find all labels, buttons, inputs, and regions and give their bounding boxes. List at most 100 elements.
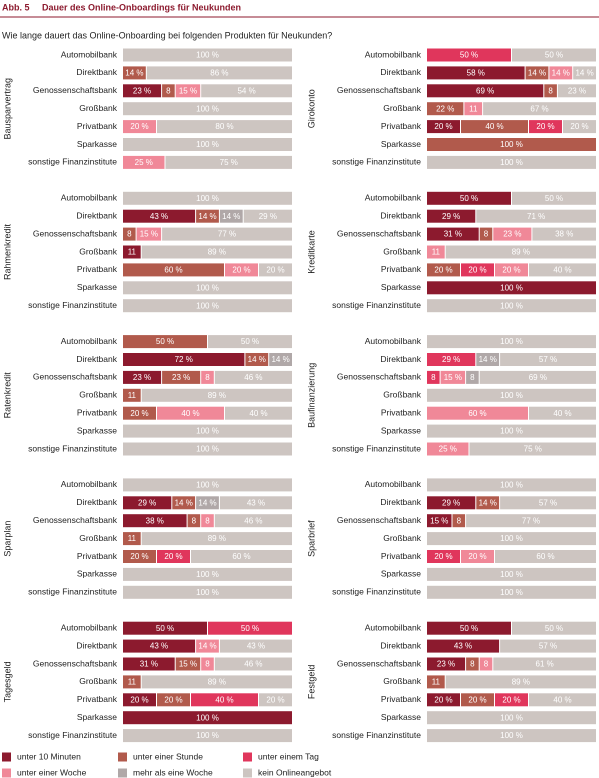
category-label: Genossenschaftsbank bbox=[337, 515, 422, 525]
bar-segment bbox=[196, 639, 219, 653]
value-label: 20 % bbox=[130, 695, 148, 704]
bar-segment bbox=[427, 550, 460, 563]
value-label: 8 bbox=[192, 516, 197, 525]
bar-segment bbox=[427, 406, 528, 420]
bar-segment bbox=[196, 209, 219, 223]
category-label: Automobilbank bbox=[365, 193, 422, 203]
bar-segment bbox=[123, 388, 141, 402]
value-label: 60 % bbox=[468, 409, 486, 418]
bar-segment bbox=[123, 66, 146, 80]
bar-segment bbox=[123, 299, 292, 313]
value-label: 100 % bbox=[196, 570, 219, 579]
category-label: Automobilbank bbox=[365, 622, 422, 632]
bar-segment bbox=[476, 353, 500, 366]
bar-segment bbox=[427, 48, 511, 62]
category-label: Automobilbank bbox=[365, 49, 422, 59]
bar-segment bbox=[495, 263, 528, 277]
category-label: Direktbank bbox=[380, 354, 421, 364]
value-label: 29 % bbox=[259, 212, 277, 221]
value-label: 46 % bbox=[244, 516, 262, 525]
value-label: 100 % bbox=[500, 427, 523, 436]
category-label: Automobilbank bbox=[61, 479, 118, 489]
bar-segment bbox=[123, 567, 292, 581]
category-label: Sparkasse bbox=[381, 139, 421, 149]
value-label: 72 % bbox=[175, 355, 193, 364]
category-label: Direktbank bbox=[380, 210, 421, 220]
bar-segment bbox=[123, 48, 292, 62]
bar-segment bbox=[427, 639, 500, 653]
category-label: Sparkasse bbox=[77, 712, 117, 722]
bar-segment bbox=[500, 639, 596, 653]
value-label: 100 % bbox=[196, 588, 219, 597]
value-label: 20 % bbox=[468, 552, 486, 561]
bar-segment bbox=[123, 585, 292, 599]
category-label: Großbank bbox=[383, 676, 422, 686]
bar-segment bbox=[214, 657, 292, 671]
value-label: 50 % bbox=[241, 337, 259, 346]
bar-segment bbox=[141, 532, 292, 546]
value-label: 100 % bbox=[500, 301, 523, 310]
bar-segment bbox=[461, 263, 494, 277]
value-label: 11 bbox=[469, 104, 478, 113]
value-label: 11 bbox=[128, 391, 137, 400]
value-label: 40 % bbox=[553, 266, 571, 275]
value-label: 38 % bbox=[146, 516, 164, 525]
category-label: Genossenschaftsbank bbox=[337, 658, 422, 668]
bar-segment bbox=[525, 66, 549, 80]
bar-segment bbox=[427, 120, 460, 134]
bar-segment bbox=[214, 370, 292, 384]
category-label: sonstige Finanzinstitute bbox=[28, 730, 117, 740]
category-label: Genossenschaftsbank bbox=[33, 228, 118, 238]
value-label: 40 % bbox=[215, 695, 233, 704]
value-label: 11 bbox=[128, 248, 137, 257]
bar-segment bbox=[162, 370, 201, 384]
category-label: Großbank bbox=[383, 533, 422, 543]
bar-segment bbox=[427, 227, 479, 241]
value-label: 40 % bbox=[249, 409, 267, 418]
category-label: sonstige Finanzinstitute bbox=[332, 443, 421, 453]
bar-segment bbox=[427, 621, 511, 635]
bar-segment bbox=[157, 120, 292, 134]
category-label: Großbank bbox=[79, 390, 118, 400]
value-label: 31 % bbox=[444, 230, 462, 239]
bar-segment bbox=[123, 406, 156, 420]
bar-segment bbox=[529, 693, 596, 707]
category-label: Großbank bbox=[383, 103, 422, 113]
legend-swatch bbox=[2, 752, 11, 762]
bar-segment bbox=[201, 514, 214, 528]
bar-segment bbox=[157, 406, 224, 420]
bar-segment bbox=[495, 550, 596, 563]
bar-segment bbox=[445, 245, 596, 259]
category-label: Privatbank bbox=[381, 551, 422, 561]
bar-segment bbox=[512, 191, 596, 205]
value-label: 75 % bbox=[220, 158, 238, 167]
panel-title: Tagesgeld bbox=[2, 661, 12, 702]
value-label: 11 bbox=[432, 248, 441, 257]
value-label: 29 % bbox=[138, 498, 156, 507]
panel-title: Baufinanzierung bbox=[306, 363, 316, 428]
category-label: Direktbank bbox=[380, 640, 421, 650]
bar-segment bbox=[529, 120, 562, 134]
value-label: 60 % bbox=[536, 552, 554, 561]
value-label: 50 % bbox=[241, 624, 259, 633]
bar-segment bbox=[141, 388, 292, 402]
value-label: 23 % bbox=[133, 86, 151, 95]
bar-segment bbox=[427, 102, 464, 116]
value-label: 20 % bbox=[130, 409, 148, 418]
bar-segment bbox=[123, 120, 156, 134]
value-label: 100 % bbox=[196, 104, 219, 113]
value-label: 8 bbox=[205, 516, 210, 525]
legend-label: kein Onlineangebot bbox=[258, 767, 332, 777]
category-label: sonstige Finanzinstitute bbox=[28, 300, 117, 310]
value-label: 8 bbox=[205, 660, 210, 669]
bar-segment bbox=[162, 84, 175, 98]
bar-segment bbox=[123, 639, 196, 653]
value-label: 23 % bbox=[503, 230, 521, 239]
value-label: 50 % bbox=[460, 194, 478, 203]
category-label: Sparkasse bbox=[77, 139, 117, 149]
bar-segment bbox=[427, 424, 596, 438]
bar-segment bbox=[427, 84, 544, 98]
value-label: 57 % bbox=[539, 498, 557, 507]
category-label: Großbank bbox=[79, 103, 118, 113]
bar-segment bbox=[563, 120, 596, 134]
